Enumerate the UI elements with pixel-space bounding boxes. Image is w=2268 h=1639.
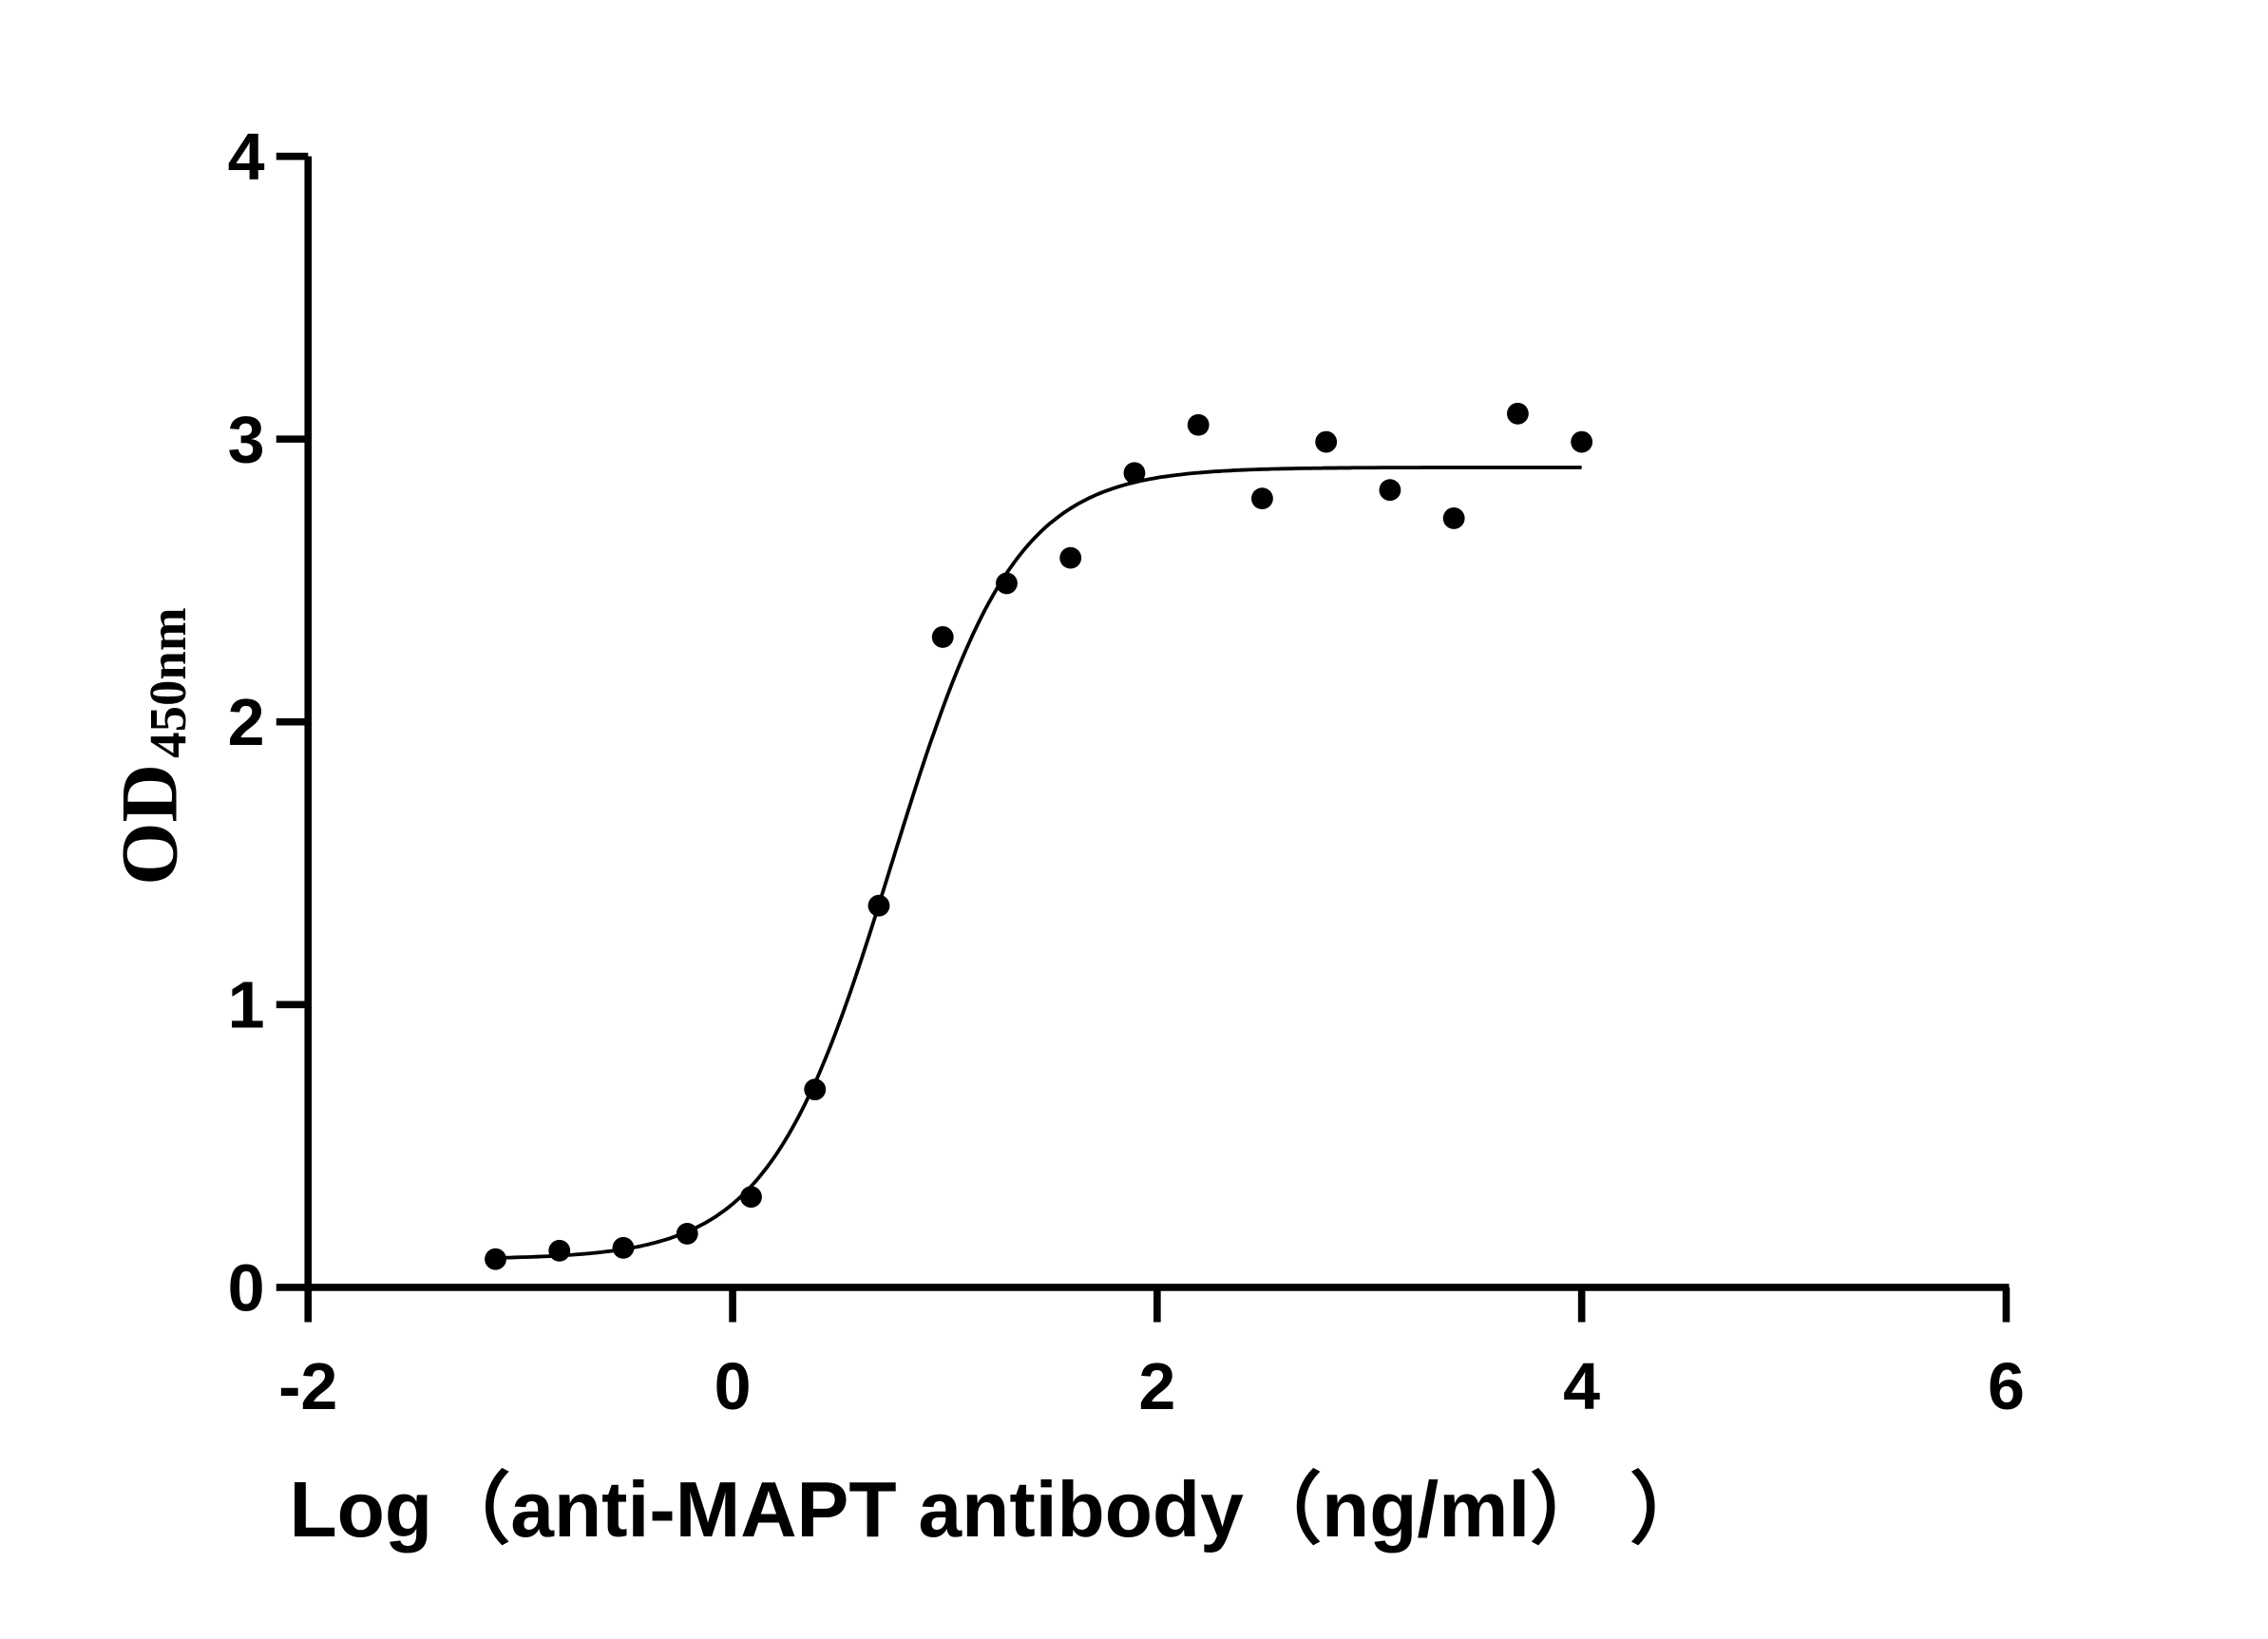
y-tick-label: 3 [228,402,265,476]
data-point [485,1248,506,1270]
data-point [548,1239,571,1262]
fit-curve [495,466,1582,1260]
axes [276,152,2011,1323]
data-point [1571,430,1593,453]
x-tick-label: -2 [278,1349,337,1423]
data-point [612,1236,635,1259]
data-point [1059,546,1082,569]
x-tick-label: 4 [1563,1349,1600,1423]
y-tick-label: 2 [228,685,265,759]
x-axis-label: Log（anti-MAPT antibody（ng/ml） ） [289,1467,1707,1553]
data-points [485,402,1593,1270]
data-point [1442,507,1465,529]
y-tick-label: 1 [228,968,265,1042]
x-tick-label: 6 [1988,1349,2025,1423]
data-point [867,894,890,917]
data-point [1379,479,1401,502]
data-point [1506,402,1529,425]
data-point [931,626,954,648]
data-point [804,1078,827,1101]
data-point [1187,413,1210,436]
x-tick-label: 0 [715,1349,752,1423]
y-tick-label: 4 [228,120,265,194]
data-point [996,572,1018,595]
y-axis-label-group: OD450nm [105,607,197,885]
data-point [1251,487,1273,510]
data-point [740,1186,762,1209]
y-axis-label: OD450nm [105,607,197,885]
y-axis-label-subscript: 450nm [139,607,197,757]
x-tick-label: 2 [1138,1349,1175,1423]
y-tick-label: 0 [228,1250,265,1325]
data-point [1315,430,1338,453]
data-point [676,1223,698,1245]
data-point [1123,462,1146,485]
